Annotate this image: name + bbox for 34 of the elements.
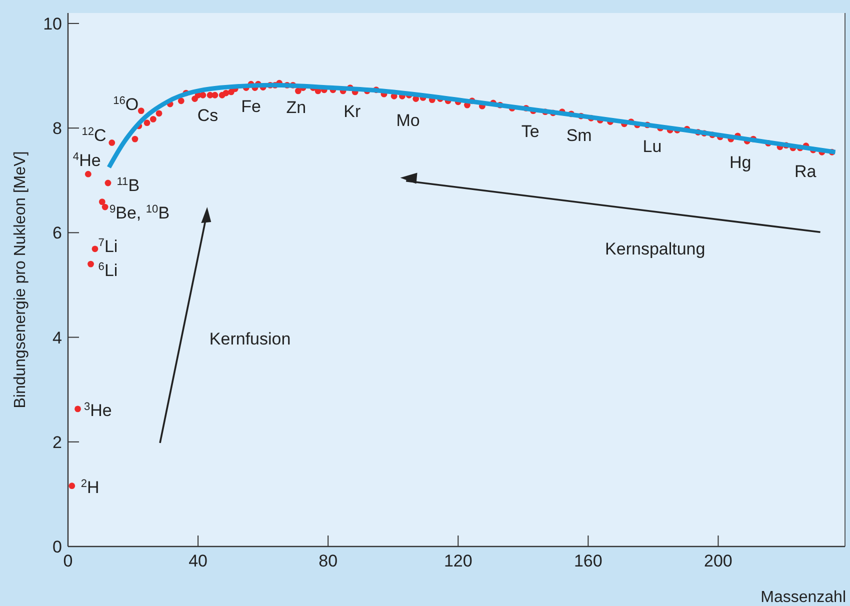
y-tick-label: 0	[52, 538, 62, 556]
x-tick-label: 200	[704, 552, 732, 570]
annotation: $^{9}$Be, $^{10}$B	[110, 203, 170, 222]
annotation: Mo	[396, 111, 420, 130]
y-tick-label: 10	[43, 14, 62, 34]
annotation: Kernspaltung	[605, 239, 706, 258]
x-axis-title: Massenzahl	[760, 589, 846, 606]
annotation: Cs	[197, 106, 218, 125]
annotation: $^{6}$Li	[98, 260, 118, 280]
annotation: Fe	[241, 97, 261, 116]
annotation: $^{11}$B	[116, 176, 140, 196]
annotation: Te	[521, 122, 540, 142]
annotation: $^{12}$C	[82, 126, 106, 145]
annotation: Kr	[344, 102, 361, 121]
annotation: $^{7}$Li	[98, 236, 118, 256]
annotation: Ra	[794, 162, 817, 181]
annotation: Hg	[729, 153, 752, 172]
y-tick-label: 2	[52, 432, 62, 452]
annotation: Sm	[566, 126, 592, 145]
x-tick-label: 40	[188, 552, 208, 570]
y-tick-label: 6	[52, 224, 62, 243]
annotation: Lu	[642, 136, 662, 156]
annotation: Zn	[286, 98, 306, 118]
annotation: Kernfusion	[209, 329, 291, 348]
y-tick-label: 8	[52, 119, 62, 138]
y-axis-title: Bindungsenergie pro Nukleon [MeV]	[12, 151, 29, 408]
annotation: $^{2}$H	[80, 478, 100, 497]
x-tick-label: 120	[444, 552, 472, 570]
y-tick-label: 4	[52, 328, 62, 348]
annotation: $^{3}$He	[84, 400, 112, 420]
x-tick-label: 80	[318, 552, 338, 570]
x-tick-label: 160	[574, 552, 602, 570]
annotation: $^{4}$He	[72, 150, 101, 170]
annotation: $^{16}$O	[113, 95, 139, 114]
